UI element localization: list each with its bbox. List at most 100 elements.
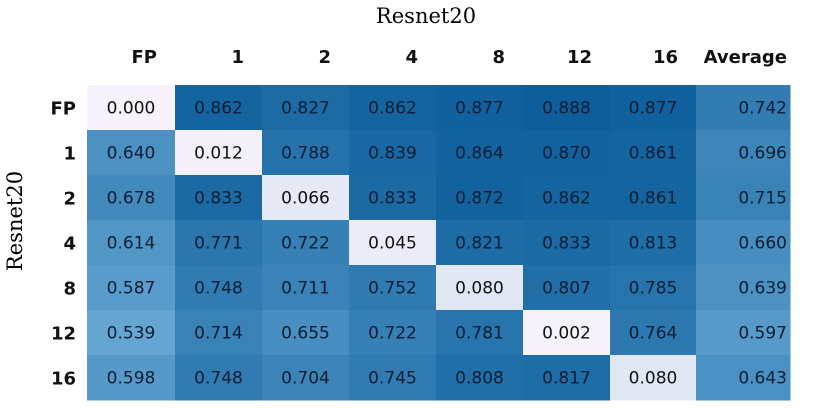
heatmap-cell — [696, 175, 791, 221]
cell-value-label: 0.639 — [738, 279, 787, 299]
heatmap-cell — [349, 265, 437, 311]
heatmap-cell — [696, 310, 791, 356]
cell-value-label: 0.821 — [455, 234, 504, 254]
cell-value-label: 0.862 — [542, 189, 591, 209]
cell-value-label: 0.002 — [542, 324, 591, 344]
heatmap-cell — [436, 130, 524, 176]
cell-value-label: 0.715 — [738, 189, 787, 209]
heatmap-cell — [87, 130, 176, 176]
row-header: 4 — [63, 234, 76, 255]
cell-value-label: 0.888 — [542, 99, 591, 119]
cell-value-label: 0.861 — [629, 189, 678, 209]
cell-value-label: 0.012 — [194, 144, 243, 164]
heatmap-cell — [696, 130, 791, 176]
heatmap-cell — [523, 130, 611, 176]
cell-value-label: 0.539 — [107, 324, 156, 344]
row-header: 2 — [63, 189, 76, 210]
heatmap-cell — [262, 265, 350, 311]
cell-value-label: 0.788 — [281, 144, 330, 164]
cell-value-label: 0.660 — [738, 234, 787, 254]
cell-value-label: 0.861 — [629, 144, 678, 164]
cell-value-label: 0.643 — [738, 369, 787, 389]
chart-title: Resnet20 — [375, 4, 477, 28]
column-header: 4 — [405, 47, 418, 68]
cell-value-label: 0.597 — [738, 324, 787, 344]
cell-value-label: 0.872 — [455, 189, 504, 209]
y-axis-label: Resnet20 — [0, 38, 30, 403]
heatmap-cell — [87, 85, 176, 131]
heatmap-cell — [523, 265, 611, 311]
heatmap-cell — [262, 355, 350, 401]
heatmap-cell — [436, 85, 524, 131]
cell-value-label: 0.711 — [281, 279, 330, 299]
heatmap-cell — [349, 310, 437, 356]
row-header: FP — [51, 99, 77, 120]
heatmap-cell — [262, 130, 350, 176]
heatmap-cell — [436, 355, 524, 401]
heatmap-cell — [436, 220, 524, 266]
heatmap-cell — [262, 220, 350, 266]
cell-value-label: 0.771 — [194, 234, 243, 254]
heatmap-cell — [436, 175, 524, 221]
cell-value-label: 0.785 — [629, 279, 678, 299]
column-header: 12 — [567, 47, 592, 68]
heatmap-cell — [696, 220, 791, 266]
cell-value-label: 0.781 — [455, 324, 504, 344]
cell-value-label: 0.678 — [107, 189, 156, 209]
cell-value-label: 0.742 — [738, 99, 787, 119]
heatmap-cell — [610, 220, 697, 266]
heatmap-cell — [436, 265, 524, 311]
cell-value-label: 0.080 — [629, 369, 678, 389]
heatmap-cell — [87, 220, 176, 266]
cell-value-label: 0.833 — [194, 189, 243, 209]
heatmap-cell — [175, 175, 263, 221]
y-axis-label-text: Resnet20 — [3, 170, 27, 271]
heatmap-cell — [87, 310, 176, 356]
cell-value-label: 0.066 — [281, 189, 330, 209]
heatmap-cell — [349, 175, 437, 221]
cell-value-label: 0.808 — [455, 369, 504, 389]
heatmap-cell — [175, 220, 263, 266]
row-header: 8 — [63, 279, 76, 300]
row-header: 16 — [51, 369, 76, 390]
cell-value-label: 0.833 — [368, 189, 417, 209]
heatmap-cell — [87, 355, 176, 401]
heatmap-cell — [610, 265, 697, 311]
column-header: 1 — [231, 47, 244, 68]
column-header: 2 — [318, 47, 331, 68]
heatmap-cell — [523, 310, 611, 356]
heatmap-cell — [610, 175, 697, 221]
column-header: 16 — [653, 47, 678, 68]
heatmap-cell — [175, 310, 263, 356]
cell-value-label: 0.807 — [542, 279, 591, 299]
heatmap-cell — [696, 85, 791, 131]
cell-value-label: 0.080 — [455, 279, 504, 299]
cell-value-label: 0.862 — [368, 99, 417, 119]
heatmap-cell — [523, 85, 611, 131]
cell-value-label: 0.748 — [194, 279, 243, 299]
heatmap-cell — [523, 175, 611, 221]
heatmap-cell — [349, 220, 437, 266]
cell-value-label: 0.722 — [281, 234, 330, 254]
heatmap-cell — [696, 355, 791, 401]
cell-value-label: 0.870 — [542, 144, 591, 164]
heatmap-cell — [610, 130, 697, 176]
cell-value-label: 0.614 — [107, 234, 156, 254]
cell-value-label: 0.827 — [281, 99, 330, 119]
cell-value-label: 0.598 — [107, 369, 156, 389]
heatmap-cell — [610, 85, 697, 131]
cell-value-label: 0.696 — [738, 144, 787, 164]
cell-value-label: 0.813 — [629, 234, 678, 254]
cell-value-label: 0.748 — [194, 369, 243, 389]
cell-value-label: 0.745 — [368, 369, 417, 389]
cell-value-label: 0.839 — [368, 144, 417, 164]
heatmap-cell — [175, 130, 263, 176]
cell-value-label: 0.722 — [368, 324, 417, 344]
heatmap-cell — [610, 310, 697, 356]
cell-value-label: 0.862 — [194, 99, 243, 119]
heatmap-cell — [349, 85, 437, 131]
heatmap-cell — [175, 85, 263, 131]
column-header: Average — [704, 47, 787, 68]
cell-value-label: 0.045 — [368, 234, 417, 254]
heatmap-cell — [349, 130, 437, 176]
